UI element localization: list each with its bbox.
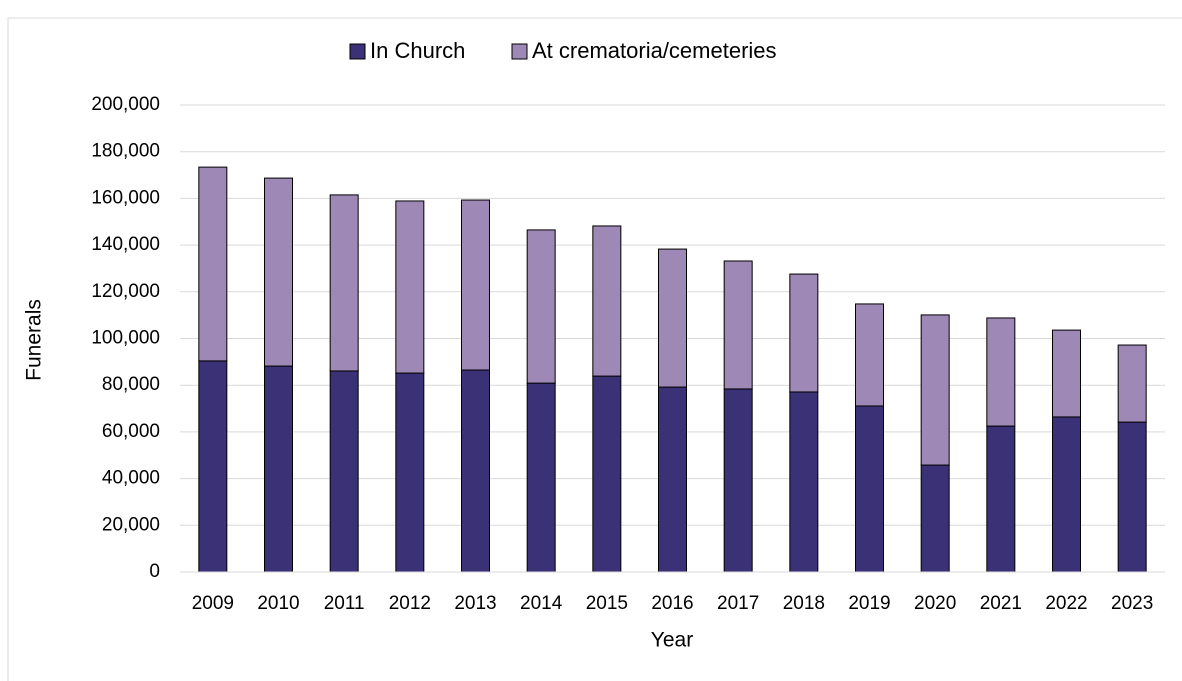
bar-segment — [461, 369, 490, 573]
bar-segment — [920, 464, 950, 573]
bar-segment — [198, 360, 228, 573]
bar-segment — [592, 375, 622, 573]
bar-segment — [855, 405, 884, 573]
bar-segment — [723, 388, 753, 573]
x-tick-label: 2023 — [1111, 593, 1153, 614]
bar-segment — [1117, 344, 1147, 423]
y-axis-label: Funerals — [23, 299, 46, 381]
x-axis-label: Year — [651, 629, 693, 652]
y-tick-label: 120,000 — [91, 281, 160, 302]
bar-segment — [1052, 329, 1081, 418]
y-tick-label: 0 — [149, 561, 160, 582]
bar-segment — [855, 303, 884, 407]
bar-segment — [395, 200, 425, 374]
legend-swatch — [349, 43, 366, 60]
x-tick-label: 2012 — [389, 593, 431, 614]
bar-segment — [395, 372, 425, 573]
x-tick-label: 2014 — [520, 593, 563, 614]
x-tick-label: 2021 — [980, 593, 1022, 614]
bar-segment — [920, 314, 950, 466]
x-tick-label: 2017 — [717, 593, 759, 614]
bar-segment — [1117, 421, 1147, 573]
x-tick-label: 2010 — [257, 593, 299, 614]
legend-label: In Church — [370, 38, 465, 63]
bar-segment — [789, 391, 819, 573]
bar-segment — [658, 386, 687, 573]
chart-frame — [7, 17, 1182, 681]
x-tick-label: 2018 — [783, 593, 825, 614]
y-tick-label: 60,000 — [102, 421, 160, 442]
bar-segment — [198, 166, 228, 362]
bar-segment — [526, 382, 556, 573]
x-tick-label: 2019 — [848, 593, 890, 614]
bar-segment — [329, 194, 359, 372]
bar-segment — [461, 199, 490, 371]
y-tick-label: 40,000 — [102, 468, 160, 489]
legend-swatch — [511, 43, 528, 60]
x-tick-label: 2016 — [651, 593, 693, 614]
y-tick-label: 80,000 — [102, 374, 160, 395]
y-tick-label: 20,000 — [102, 514, 160, 535]
x-tick-label: 2022 — [1045, 593, 1087, 614]
x-tick-label: 2020 — [914, 593, 956, 614]
bar-segment — [264, 365, 293, 573]
y-tick-label: 100,000 — [91, 328, 160, 349]
bar-segment — [264, 177, 293, 367]
x-tick-label: 2013 — [454, 593, 496, 614]
bar-segment — [592, 225, 622, 377]
bar-segment — [986, 317, 1016, 427]
bar-segment — [658, 248, 687, 388]
x-tick-label: 2009 — [192, 593, 234, 614]
bar-segment — [723, 260, 753, 390]
y-tick-label: 160,000 — [91, 187, 160, 208]
bar-segment — [329, 370, 359, 573]
bar-segment — [1052, 416, 1081, 573]
x-tick-label: 2011 — [324, 593, 365, 614]
y-tick-label: 180,000 — [91, 141, 160, 162]
y-tick-label: 200,000 — [91, 94, 160, 115]
bar-segment — [789, 273, 819, 393]
bar-segment — [986, 425, 1016, 573]
x-tick-label: 2015 — [586, 593, 628, 614]
y-tick-label: 140,000 — [91, 234, 160, 255]
bar-segment — [526, 229, 556, 384]
legend-label: At crematoria/cemeteries — [532, 38, 777, 63]
